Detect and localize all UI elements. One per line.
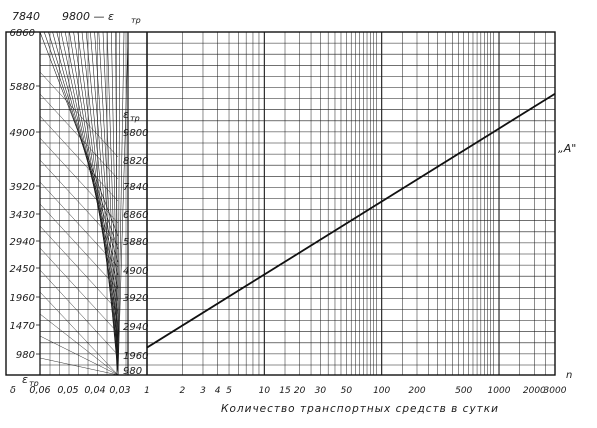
hatch-line [60, 31, 119, 302]
hatch-line [39, 71, 119, 158]
inner-tick-label: 4900 [123, 266, 148, 277]
inner-tick-label: 8820 [123, 156, 148, 167]
left-axis-ticks: 6860 5880 4900 3920 3430 2940 2450 1960 1470 980 [10, 28, 40, 361]
hatch-line [39, 357, 119, 376]
hatch-line [64, 31, 119, 315]
x-tick-label: 1 [144, 386, 150, 396]
top-label-sub: тр [131, 16, 141, 25]
inner-tick-label: 9800 [123, 128, 148, 139]
left-tick-label: 1470 [10, 321, 35, 332]
top-label-7840: 7840 [12, 10, 40, 23]
hatch-line [117, 31, 129, 376]
delta-tick-label: 0,04 [84, 385, 105, 396]
hatch-line [117, 31, 121, 376]
chart-frame [5, 31, 556, 376]
left-tick-label: 5880 [10, 82, 35, 93]
hatch-line [39, 225, 119, 312]
inner-tick-label: 3920 [123, 293, 148, 304]
left-tick-label: 2940 [10, 237, 35, 248]
delta-tick-label: 0,06 [29, 385, 50, 396]
x-tick-label: 4 [215, 386, 221, 396]
x-unit-label: n [566, 370, 572, 381]
inner-tick-label: 980 [123, 366, 142, 377]
inner-scale-header: ε [123, 108, 129, 121]
left-tick-label: 3430 [10, 210, 35, 221]
left-tick-label: 2450 [10, 264, 35, 275]
hatch-line [77, 31, 119, 354]
x-tick-label: 2 [179, 386, 185, 396]
hatch-line [39, 137, 119, 224]
left-axis-label-sub: тр [29, 379, 39, 388]
x-axis-label: Количество транспортных средств в сутки [221, 403, 499, 415]
left-tick-label: 6860 [10, 28, 35, 39]
inner-tick-label: 5880 [123, 237, 148, 248]
x-tick-label: 3000 [544, 386, 567, 396]
hatch-line [52, 31, 119, 276]
left-tick-label: 1960 [10, 293, 35, 304]
left-axis-label: ε [22, 373, 28, 386]
hatch-line [39, 115, 119, 202]
x-tick-label: 15 [279, 386, 291, 396]
hatch-line [111, 31, 119, 376]
x-tick-label: 1000 [488, 386, 511, 396]
x-tick-label: 20 [294, 386, 306, 396]
x-tick-label: 50 [341, 386, 353, 396]
hatch-line [39, 159, 119, 246]
series-line-a [146, 92, 556, 349]
hatch-line [94, 31, 119, 376]
outer-frame [5, 31, 556, 376]
hatch-line [85, 31, 119, 376]
x-tick-label: 500 [455, 386, 472, 396]
x-tick-label: 200 [408, 386, 425, 396]
series-label-a: „А" [558, 142, 576, 155]
hatch-line [48, 31, 119, 263]
inner-tick-label: 2940 [123, 322, 148, 333]
hatch-line [106, 31, 119, 376]
hatch-line [102, 31, 119, 376]
hatch-line [39, 269, 119, 356]
hatch-lines [39, 31, 129, 376]
inner-scale-header-sub: тр [130, 114, 140, 123]
series-layer [146, 92, 556, 349]
x-tick-label: 10 [259, 386, 271, 396]
hatch-line [98, 31, 119, 376]
left-tick-label: 3920 [10, 182, 35, 193]
inner-tick-label: 6860 [123, 210, 148, 221]
left-tick-label: 4900 [10, 128, 35, 139]
hatch-line [73, 31, 119, 341]
x-tick-label: 100 [373, 386, 390, 396]
delta-tick-label: 0,03 [109, 385, 130, 396]
hatch-line [90, 31, 119, 376]
inner-tick-label: 7840 [123, 182, 148, 193]
left-tick-label: 980 [16, 350, 35, 361]
hatch-line [39, 93, 119, 180]
inner-scale-ticks: 9800 8820 7840 6860 5880 4900 3920 2940 1960 980 [123, 128, 148, 377]
delta-tick-label: δ [10, 385, 16, 396]
hatch-line [69, 31, 119, 328]
hatch-line [39, 247, 119, 334]
x-tick-label: 5 [226, 386, 232, 396]
inner-tick-label: 1960 [123, 351, 148, 362]
grid [40, 32, 556, 375]
x-tick-label: 3 [200, 386, 206, 396]
hatch-line [117, 31, 125, 376]
hatch-line [39, 313, 119, 376]
hatch-line [115, 31, 119, 376]
hatch-line [39, 291, 119, 376]
hatch-line [39, 181, 119, 268]
delta-tick-label: 0,05 [57, 385, 78, 396]
top-label-9800: 9800 — ε [62, 10, 114, 23]
hatch-line [39, 203, 119, 290]
x-tick-label: 30 [315, 386, 327, 396]
hatch-line [39, 335, 119, 376]
x-tick-label: 2000 [523, 386, 546, 396]
bottom-left-ticks: δ 0,06 0,05 0,04 0,03 [10, 385, 131, 396]
